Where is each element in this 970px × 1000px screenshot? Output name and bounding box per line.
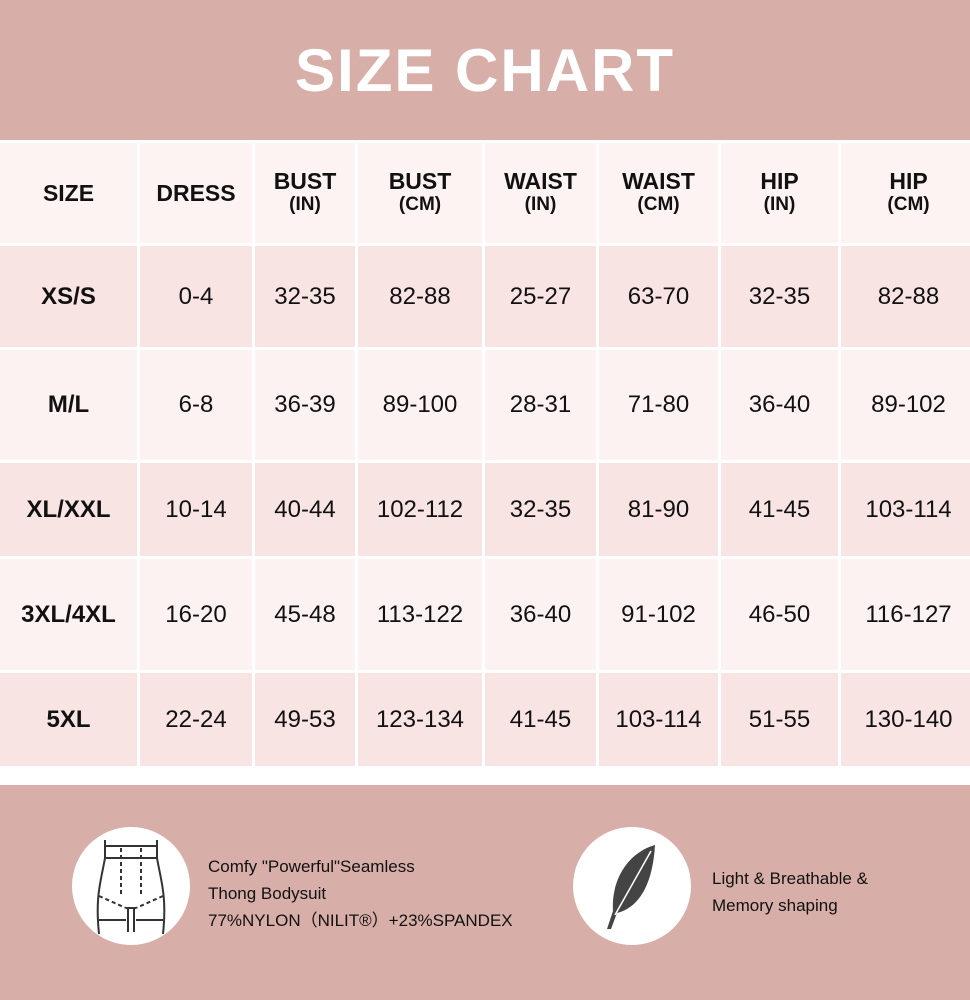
size-cell: 3XL/4XL bbox=[0, 559, 137, 670]
feature-line: Light & Breathable & bbox=[712, 869, 868, 888]
table-cell: 28-31 bbox=[485, 350, 596, 460]
table-cell: 40-44 bbox=[255, 463, 355, 556]
column-unit: (IN) bbox=[289, 194, 321, 215]
table-row: M/L 6-8 36-39 89-100 28-31 71-80 36-40 89-102 bbox=[0, 350, 970, 460]
column-unit: (CM) bbox=[887, 194, 930, 215]
page-title: SIZE CHART bbox=[295, 36, 675, 104]
column-unit: (CM) bbox=[398, 194, 442, 215]
table-cell: 32-35 bbox=[485, 463, 596, 556]
column-header: DRESS bbox=[140, 143, 252, 243]
table-row: XL/XXL 10-14 40-44 102-112 32-35 81-90 41-45 10… bbox=[0, 463, 970, 556]
table-cell: 102-112 bbox=[358, 463, 482, 556]
table-cell: 10-14 bbox=[140, 463, 252, 556]
column-label: HIP bbox=[760, 168, 799, 194]
table-cell: 36-40 bbox=[485, 559, 596, 670]
table-cell: 46-50 bbox=[721, 559, 838, 670]
column-label: WAIST bbox=[504, 168, 577, 194]
table-cell: 89-100 bbox=[358, 350, 482, 460]
column-header: WAIST (IN) bbox=[485, 143, 596, 243]
size-cell: XL/XXL bbox=[0, 463, 137, 556]
column-label: BUST bbox=[388, 168, 452, 194]
feature-line: Comfy "Powerful"Seamless bbox=[208, 857, 415, 876]
table-header-row: SIZE DRESS BUST (IN) BUST (CM) WAIST (IN) WAIST(… bbox=[0, 143, 970, 243]
table-cell: 91-102 bbox=[599, 559, 718, 670]
column-label: WAIST bbox=[622, 168, 695, 194]
table-cell: 45-48 bbox=[255, 559, 355, 670]
table-cell: 41-45 bbox=[721, 463, 838, 556]
table-cell: 41-45 bbox=[485, 673, 596, 766]
table-cell: 25-27 bbox=[485, 246, 596, 347]
column-label: DRESS bbox=[156, 180, 236, 206]
table-row: XS/S 0-4 32-35 82-88 25-27 63-70 32-35 82-88 bbox=[0, 246, 970, 347]
features-footer: Comfy "Powerful"Seamless Thong Bodysuit … bbox=[0, 785, 970, 1000]
column-unit: (CM) bbox=[637, 194, 680, 215]
table-cell: 81-90 bbox=[599, 463, 718, 556]
table-cell: 16-20 bbox=[140, 559, 252, 670]
table-cell: 71-80 bbox=[599, 350, 718, 460]
feature-line: Thong Bodysuit bbox=[208, 884, 327, 903]
table-cell: 22-24 bbox=[140, 673, 252, 766]
table-cell: 36-40 bbox=[721, 350, 838, 460]
column-label: HIP bbox=[889, 168, 928, 194]
table-cell: 113-122 bbox=[358, 559, 482, 670]
bodysuit-icon bbox=[72, 827, 190, 945]
column-label: BUST bbox=[273, 168, 337, 194]
column-header: WAIST (CM) bbox=[599, 143, 718, 243]
column-unit: (IN) bbox=[524, 194, 557, 215]
feather-icon bbox=[573, 827, 691, 945]
size-table: SIZE DRESS BUST (IN) BUST (CM) WAIST (IN) WAIST(… bbox=[0, 140, 970, 769]
table-cell: 116-127 bbox=[841, 559, 970, 670]
comfort-description: Light & Breathable & Memory shaping bbox=[712, 865, 868, 919]
feature-line: 77%NYLON（NILIT®）+23%SPANDEX bbox=[208, 911, 513, 930]
size-cell: M/L bbox=[0, 350, 137, 460]
column-header: BUST (CM) bbox=[358, 143, 482, 243]
table-row: 5XL 22-24 49-53 123-134 41-45 103-114 51-55 130… bbox=[0, 673, 970, 766]
table-row: 3XL/4XL 16-20 45-48 113-122 36-40 91-102 46-50… bbox=[0, 559, 970, 670]
table-cell: 51-55 bbox=[721, 673, 838, 766]
column-header: SIZE bbox=[0, 143, 137, 243]
table-cell: 82-88 bbox=[358, 246, 482, 347]
column-unit: (IN) bbox=[763, 194, 796, 215]
table-cell: 0-4 bbox=[140, 246, 252, 347]
column-header: HIP (IN) bbox=[721, 143, 838, 243]
table-cell: 49-53 bbox=[255, 673, 355, 766]
table-cell: 103-114 bbox=[599, 673, 718, 766]
size-cell: XS/S bbox=[0, 246, 137, 347]
table-cell: 32-35 bbox=[255, 246, 355, 347]
table-cell: 63-70 bbox=[599, 246, 718, 347]
table-cell: 130-140 bbox=[841, 673, 970, 766]
column-header: BUST (IN) bbox=[255, 143, 355, 243]
column-label: SIZE bbox=[42, 180, 95, 206]
table-cell: 6-8 bbox=[140, 350, 252, 460]
table-cell: 32-35 bbox=[721, 246, 838, 347]
feature-line: Memory shaping bbox=[712, 896, 838, 915]
table-cell: 36-39 bbox=[255, 350, 355, 460]
column-header: HIP (CM) bbox=[841, 143, 970, 243]
table-cell: 103-114 bbox=[841, 463, 970, 556]
fabric-description: Comfy "Powerful"Seamless Thong Bodysuit … bbox=[208, 853, 513, 934]
table-cell: 89-102 bbox=[841, 350, 970, 460]
table-cell: 123-134 bbox=[358, 673, 482, 766]
title-banner: SIZE CHART bbox=[0, 0, 970, 140]
table-cell: 82-88 bbox=[841, 246, 970, 347]
size-cell: 5XL bbox=[0, 673, 137, 766]
